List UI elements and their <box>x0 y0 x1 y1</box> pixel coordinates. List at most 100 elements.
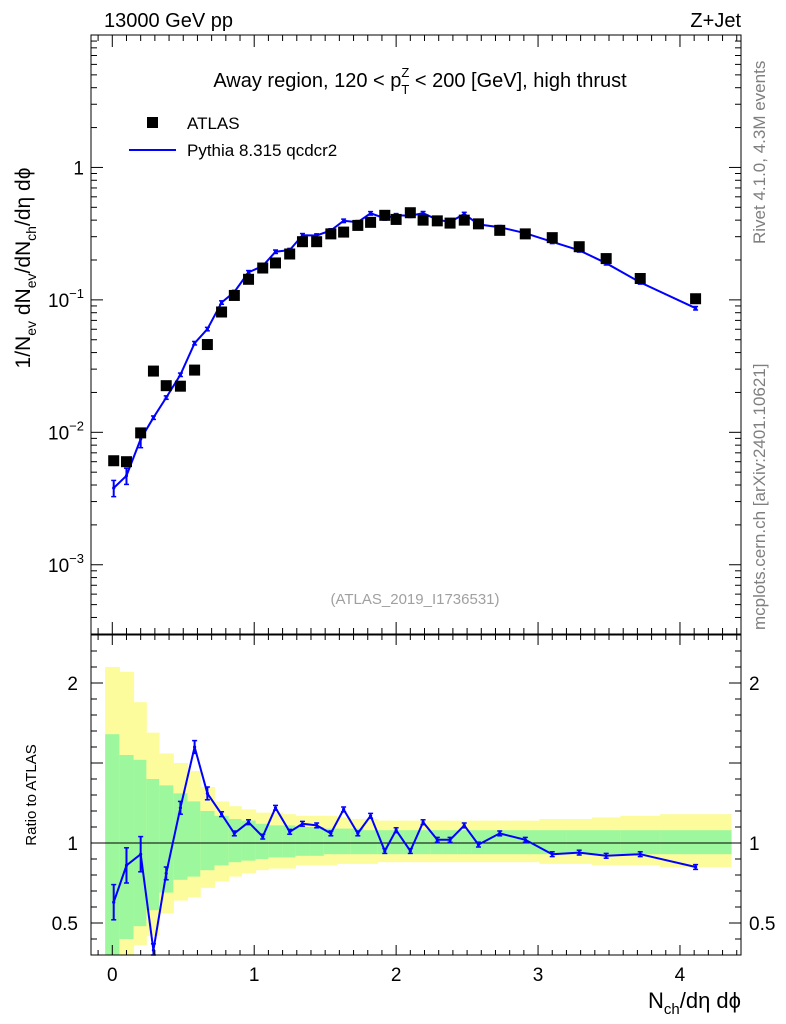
y-axis-label-d: /dη dϕ <box>12 168 35 226</box>
band-inner-22 <box>403 830 417 855</box>
mc-ratio-point-27 <box>476 843 481 847</box>
band-inner-1 <box>119 755 135 939</box>
mc-ratio-point-17 <box>342 807 346 812</box>
band-inner-34 <box>660 830 732 855</box>
x-axis-label-tail: /dη dϕ <box>680 988 741 1013</box>
data-point-14 <box>296 236 308 248</box>
header-left: 13000 GeV pp <box>104 10 233 32</box>
chart-title-tail: < 200 [GeV], high thrust <box>409 70 627 92</box>
band-inner-9 <box>228 819 242 863</box>
axis-ticks <box>91 35 741 956</box>
mc-ratio-point-24 <box>435 838 439 842</box>
y-tick-label-0: 1 <box>73 158 84 179</box>
data-point-15 <box>311 236 323 248</box>
legend-data-marker <box>147 117 158 128</box>
ratio-y-tick-label-left-1: 1 <box>67 834 78 855</box>
mc-ratio-point-18 <box>356 831 360 836</box>
x-axis-label-base: N <box>648 988 664 1013</box>
data-point-30 <box>546 232 558 244</box>
band-inner-20 <box>377 830 391 855</box>
ratio-y-tick-label-left-0: 2 <box>67 674 78 695</box>
mc-main-point-14 <box>300 233 305 237</box>
y-axis-label-a-sub: ev <box>23 321 39 336</box>
mc-main-point-0 <box>112 486 116 490</box>
mc-ratio-point-14 <box>300 822 305 826</box>
mc-main-point-8 <box>219 300 224 305</box>
mc-main-point-19 <box>368 211 373 215</box>
band-inner-12 <box>268 825 284 858</box>
band-inner-7 <box>200 811 215 871</box>
x-tick-label-2: 2 <box>391 965 402 986</box>
mc-series-ratio <box>111 739 699 956</box>
mc-ratio-point-12 <box>273 806 278 810</box>
ratio-uncertainty-bands <box>105 667 732 955</box>
mc-main-point-1 <box>124 474 129 478</box>
data-point-0 <box>108 455 120 467</box>
main-frame <box>90 34 742 635</box>
x-tick-label-3: 3 <box>533 965 544 986</box>
y-axis-label-b-sub: ev <box>23 273 39 288</box>
ratio-y-tick-label-right-0: 2 <box>749 674 760 695</box>
band-inner-13 <box>282 825 296 858</box>
mc-ratio-point-22 <box>408 849 412 853</box>
mc-main-point-12 <box>273 250 278 254</box>
ratio-y-tick-label-right-1: 1 <box>749 834 760 855</box>
y-tick-label-exp-1: −1 <box>69 286 84 301</box>
data-point-9 <box>228 289 240 301</box>
mc-ratio-point-16 <box>329 831 333 836</box>
data-point-13 <box>284 248 296 260</box>
data-point-31 <box>573 241 585 253</box>
y-axis-label-a: 1/N <box>12 336 35 369</box>
mc-main-point-5 <box>178 373 183 377</box>
mc-main-point-17 <box>342 219 346 223</box>
legend-mc-label: Pythia 8.315 qcdcr2 <box>187 141 337 160</box>
band-inner-10 <box>241 820 257 861</box>
data-point-19 <box>365 216 377 228</box>
data-series-main <box>108 207 702 468</box>
y-tick-label-3: 10−3 <box>48 551 84 577</box>
x-tick-label-0: 0 <box>107 965 118 986</box>
band-inner-33 <box>620 830 661 855</box>
mc-ratio-point-33 <box>638 852 642 856</box>
data-point-20 <box>379 209 391 221</box>
mc-ratio-point-19 <box>368 814 373 818</box>
y-tick-label-base-2: 10 <box>48 423 69 444</box>
band-inner-14 <box>295 827 311 856</box>
data-point-12 <box>269 257 281 269</box>
data-point-21 <box>390 213 402 225</box>
mc-ratio-point-3 <box>151 948 156 952</box>
side-label-top: Rivet 4.1.0, 4.3M events <box>750 60 769 244</box>
data-point-4 <box>160 380 172 392</box>
data-point-23 <box>417 214 429 226</box>
x-tick-label-1: 1 <box>249 965 260 986</box>
mc-ratio-point-10 <box>246 820 251 824</box>
mc-main-point-3 <box>151 416 156 420</box>
mc-ratio-point-15 <box>315 823 319 828</box>
band-inner-5 <box>173 793 189 880</box>
band-inner-18 <box>350 828 364 855</box>
mc-ratio-point-32 <box>604 854 608 858</box>
y-tick-label-base-1: 10 <box>48 291 69 312</box>
y-axis-label: 1/Nev dNev/dNch/dη dϕ <box>12 168 39 369</box>
y-tick-label-base-3: 10 <box>48 556 69 577</box>
y-axis-label-c: /dN <box>12 241 35 274</box>
band-inner-4 <box>159 785 174 893</box>
mc-ratio-point-21 <box>394 828 398 832</box>
x-axis-label: Nch/dη dϕ <box>648 988 741 1018</box>
mc-ratio-point-31 <box>577 851 581 855</box>
data-point-18 <box>352 219 364 231</box>
mc-ratio-point-6 <box>193 745 197 749</box>
side-label-bottom: mcplots.cern.ch [arXiv:2401.10621] <box>750 363 769 630</box>
band-inner-8 <box>214 815 230 866</box>
band-inner-23 <box>416 830 431 855</box>
data-point-33 <box>634 273 646 285</box>
data-point-5 <box>174 380 186 392</box>
analysis-label: (ATLAS_2019_I1736531) <box>330 591 499 608</box>
x-axis-label-sub: ch <box>664 1001 680 1018</box>
data-point-2 <box>135 427 147 439</box>
data-point-34 <box>690 293 702 305</box>
y-tick-label-2: 10−2 <box>48 418 84 444</box>
band-inner-19 <box>363 830 379 855</box>
mc-ratio-point-34 <box>693 865 698 869</box>
